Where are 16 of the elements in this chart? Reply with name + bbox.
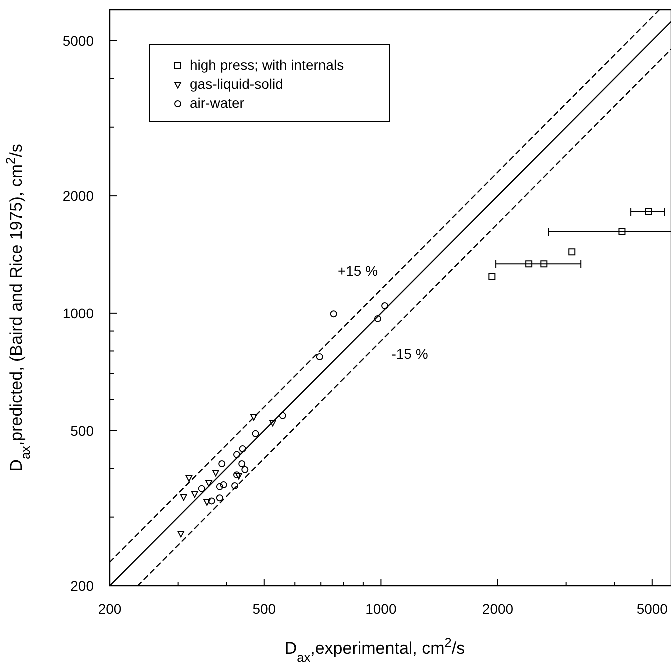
y-tick-label: 500 xyxy=(70,422,94,439)
annotation: +15 % xyxy=(338,263,378,279)
y-tick-label: 200 xyxy=(70,578,94,594)
x-tick-label: 5000 xyxy=(636,601,668,617)
y-tick-label: 5000 xyxy=(62,32,94,49)
x-tick-label: 2000 xyxy=(482,601,514,617)
y-tick-label: 1000 xyxy=(62,305,94,322)
x-tick-label: 200 xyxy=(98,601,122,617)
legend-label: air-water xyxy=(190,95,245,111)
x-tick-label: 500 xyxy=(252,601,276,617)
x-tick-label: 1000 xyxy=(366,601,397,617)
y-tick-label: 2000 xyxy=(62,188,94,204)
x-axis-title: D$_{ax}$,experimental, cm$^{2}$/s xyxy=(284,634,466,664)
legend-label: gas-liquid-solid xyxy=(190,76,284,92)
annotation: -15 % xyxy=(392,346,428,362)
legend-label: high press; with internals xyxy=(190,57,344,73)
